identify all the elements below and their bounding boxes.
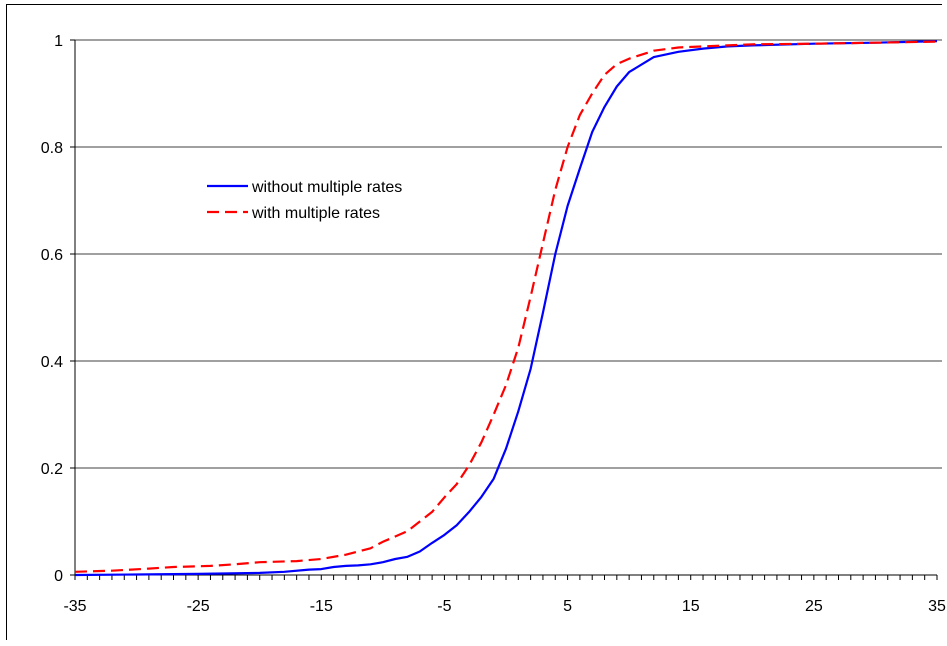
y-tick-label: 0.8 (41, 140, 63, 157)
chart-frame (6, 4, 942, 640)
series-layer (74, 40, 938, 577)
legend-label-with-multiple-rates: with multiple rates (251, 205, 380, 222)
y-tick-label: 0.4 (41, 354, 63, 371)
x-tick-label: 35 (928, 598, 946, 615)
x-tick-label: -15 (310, 598, 333, 615)
x-tick-label: -5 (437, 598, 451, 615)
grid-layer (75, 39, 942, 469)
x-tick-label: 15 (682, 598, 700, 615)
x-tick-label: 25 (805, 598, 823, 615)
x-tick-label: -25 (187, 598, 210, 615)
y-tick-label: 1 (54, 33, 63, 50)
series-line-without-multiple-rates (74, 40, 938, 577)
x-tick-label: 5 (563, 598, 572, 615)
legend: without multiple rates with multiple rat… (207, 179, 402, 222)
legend-label-without-multiple-rates: without multiple rates (251, 179, 402, 196)
y-tick-label: 0.6 (41, 247, 63, 264)
x-tick-label: -35 (63, 598, 86, 615)
series-line-with-multiple-rates (74, 40, 938, 573)
y-tick-label: 0 (54, 568, 63, 585)
axis-layer: 0 0.2 0.4 0.6 0.8 1 -35 -25 -15 -5 5 15 25 35 (41, 33, 946, 615)
y-tick-label: 0.2 (41, 461, 63, 478)
